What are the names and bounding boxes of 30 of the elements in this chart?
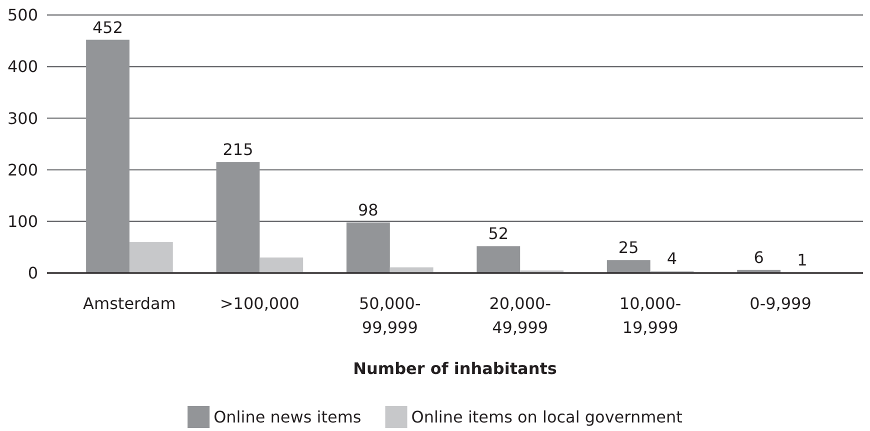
data-label: 215 (222, 140, 254, 160)
bar (346, 222, 390, 273)
legend-label: Online items on local government (411, 408, 682, 427)
data-label: 6 (754, 248, 764, 267)
bar (86, 40, 130, 273)
y-tick-label: 300 (7, 108, 38, 128)
x-tick-label: >100,000 (220, 294, 300, 313)
data-label: 4 (666, 248, 678, 268)
data-label: 452 (92, 18, 124, 37)
x-axis-title: Number of inhabitants (353, 359, 557, 378)
data-label: 52 (488, 224, 509, 244)
y-tick-label: 0 (28, 264, 38, 283)
y-tick-label: 400 (7, 57, 38, 76)
bar (260, 258, 304, 273)
data-label: 98 (358, 200, 378, 220)
data-label: 1 (797, 250, 808, 270)
x-tick-label: 50,000-99,999 (359, 294, 421, 337)
legend-label: Online news items (214, 408, 362, 427)
y-tick-label: 500 (7, 6, 38, 25)
x-tick-label: 20,000-49,999 (489, 294, 551, 337)
data-label: 25 (618, 238, 639, 258)
x-tick-label: Amsterdam (83, 294, 176, 313)
bar (606, 260, 650, 273)
y-tick-label: 100 (7, 212, 38, 231)
bar (129, 242, 173, 273)
y-tick-label: 200 (7, 160, 38, 180)
x-tick-label: 0-9,999 (750, 294, 812, 313)
bar (476, 246, 520, 273)
bar (216, 162, 260, 273)
x-tick-label: 10,000-19,999 (619, 294, 682, 337)
